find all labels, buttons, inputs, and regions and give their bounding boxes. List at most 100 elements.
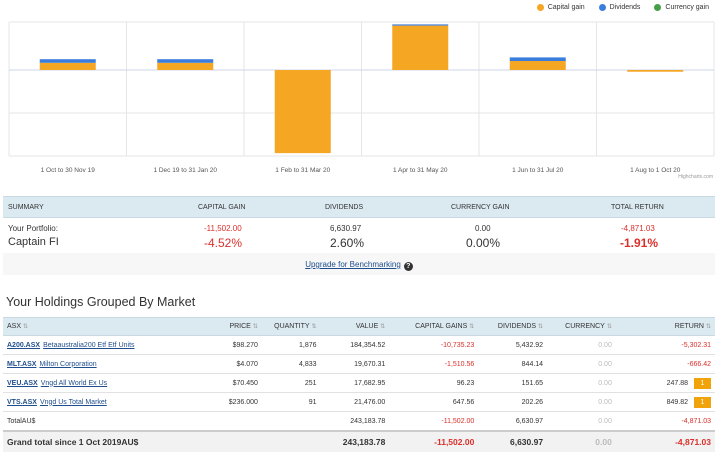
bar-dividends (392, 24, 449, 26)
capital-gains-cell: -1,510.56 (389, 354, 479, 374)
holding-code-link[interactable]: VTS.ASX (7, 398, 37, 406)
total-return-cell: -4,871.03 (615, 411, 715, 432)
summary-body: Your Portfolio: Captain FI -11,502.00 -4… (3, 218, 715, 254)
dividends-cell: 151.65 (478, 373, 548, 393)
price-cell: $98.270 (213, 335, 262, 355)
dividends-value: 6,630.97 (330, 224, 362, 233)
total-return-value: -4,871.03 (621, 224, 655, 233)
holding-name-link[interactable]: Vngd All World Ex Us (40, 379, 108, 387)
capital-gain-pct: -4.52% (204, 236, 243, 250)
grand-total-value-cell: 243,183.78 (320, 431, 390, 452)
upgrade-benchmarking-link[interactable]: Upgrade for Benchmarking (305, 260, 401, 269)
return-value: 247.88 (666, 379, 688, 387)
chart-legend: Capital gain Dividends Currency gain (536, 4, 709, 11)
capital-gains-cell: -10,735.23 (389, 335, 479, 355)
sort-icon: ⇅ (23, 324, 29, 330)
quantity-cell: 91 (261, 392, 321, 412)
currency-gain-dot-icon (654, 4, 662, 11)
summary-header: SUMMARY CAPITAL GAIN DIVIDENDS CURRENCY … (3, 196, 715, 218)
sort-icon: ⇅ (538, 324, 544, 330)
dividends-dot-icon (598, 4, 606, 11)
col-header-capital-gains[interactable]: CAPITAL GAINS ⇅ (389, 317, 479, 336)
holding-name-link[interactable]: Betaaustralia200 Etf Etf Units (43, 341, 135, 349)
total-dividends-cell: 6,630.97 (478, 411, 548, 432)
grand-total-dividends-cell: 6,630.97 (478, 431, 548, 452)
portfolio-label: Your Portfolio: (8, 224, 58, 233)
col-header-market[interactable]: ASX ⇅ (3, 317, 214, 336)
col-header-currency[interactable]: CURRENCY ⇅ (547, 317, 616, 336)
table-row: A200.ASX Betaaustralia200 Etf Etf Units $… (3, 335, 715, 355)
x-tick-label: 1 Apr to 31 May 20 (393, 167, 448, 174)
holding-name-link[interactable]: Vngd Us Total Market (39, 398, 107, 406)
x-tick-label: 1 Feb to 31 Mar 20 (275, 167, 330, 174)
holding-name-link[interactable]: Milton Corporation (39, 360, 97, 368)
col-header-return[interactable]: RETURN ⇅ (615, 317, 715, 336)
dividends-cell: 844.14 (478, 354, 548, 374)
x-tick-label: 1 Aug to 1 Oct 20 (630, 167, 681, 174)
currency-gain-col-header: CURRENCY GAIN (451, 204, 510, 211)
x-tick-label: 1 Dec 19 to 31 Jan 20 (153, 167, 217, 174)
currency-gain-value: 0.00 (475, 224, 491, 233)
holdings-header-row: ASX ⇅ PRICE ⇅ QUANTITY ⇅ VALUE ⇅ CAPITAL GAI… (3, 317, 715, 336)
legend-label: Dividends (609, 4, 641, 11)
chart-canvas: 1 Oct to 30 Nov 19 1 Dec 19 to 31 Jan 20 1… (8, 21, 715, 174)
dividends-cell: 5,432.92 (478, 335, 548, 355)
currency-cell: 0.00 (547, 373, 616, 393)
sort-icon: ⇅ (380, 324, 386, 330)
capital-gains-cell: 96.23 (389, 373, 479, 393)
bar-dividends (39, 59, 96, 63)
table-row: VEU.ASX Vngd All World Ex Us $70.450 251 … (3, 373, 715, 393)
return-value: 849.82 (666, 398, 688, 406)
bar-capital-gain (39, 62, 96, 70)
notification-badge[interactable]: 1 (694, 396, 711, 408)
value-cell: 19,670.31 (320, 354, 390, 374)
summary-panel: SUMMARY CAPITAL GAIN DIVIDENDS CURRENCY … (3, 196, 715, 276)
dividends-cell: 202.26 (478, 392, 548, 412)
currency-cell: 0.00 (547, 354, 616, 374)
capital-gains-cell: 647.56 (389, 392, 479, 412)
quantity-cell: 4,833 (261, 354, 321, 374)
return-cell: -5,302.31 (615, 335, 715, 355)
help-icon[interactable]: ? (403, 262, 413, 271)
bar-dividends (157, 59, 214, 63)
notification-badge[interactable]: 1 (694, 377, 711, 389)
holding-code-link[interactable]: A200.ASX (7, 341, 41, 349)
legend-item-currency-gain[interactable]: Currency gain (654, 4, 709, 11)
bar-capital-gain (627, 70, 684, 72)
value-cell: 17,682.95 (320, 373, 390, 393)
performance-chart: 1 Oct to 30 Nov 19 1 Dec 19 to 31 Jan 20 1… (0, 0, 721, 182)
table-row: VTS.ASX Vngd Us Total Market $236.000 91 … (3, 392, 715, 412)
return-cell: -666.42 (615, 354, 715, 374)
x-tick-label: 1 Oct to 30 Nov 19 (41, 167, 96, 174)
capital-gain-value: -11,502.00 (204, 224, 242, 233)
price-cell: $236.000 (213, 392, 262, 412)
holding-code-link[interactable]: MLT.ASX (7, 360, 37, 368)
col-header-price[interactable]: PRICE ⇅ (213, 317, 262, 336)
legend-item-dividends[interactable]: Dividends (598, 4, 641, 11)
grand-total-row: Grand total since 1 Oct 2019AU$ 243,183.… (3, 431, 715, 452)
col-header-quantity[interactable]: QUANTITY ⇅ (261, 317, 321, 336)
quantity-cell: 251 (261, 373, 321, 393)
capital-gain-dot-icon (536, 4, 544, 11)
bar-capital-gain (509, 61, 566, 70)
holdings-title: Your Holdings Grouped By Market (6, 295, 196, 309)
price-cell: $4.070 (213, 354, 262, 374)
col-header-dividends[interactable]: DIVIDENDS ⇅ (478, 317, 548, 336)
legend-label: Capital gain (547, 4, 585, 11)
currency-cell: 0.00 (547, 392, 616, 412)
x-tick-label: 1 Jun to 31 Jul 20 (512, 167, 564, 174)
bar-capital-gain (274, 70, 331, 154)
sort-icon: ⇅ (606, 324, 612, 330)
legend-label: Currency gain (665, 4, 709, 11)
col-header-value[interactable]: VALUE ⇅ (320, 317, 390, 336)
chart-credits[interactable]: Highcharts.com (678, 174, 713, 180)
total-capital-gains-cell: -11,502.00 (389, 411, 479, 432)
legend-item-capital-gain[interactable]: Capital gain (536, 4, 585, 11)
table-row: MLT.ASX Milton Corporation $4.070 4,833 1… (3, 354, 715, 374)
quantity-cell: 1,876 (261, 335, 321, 355)
total-return-col-header: TOTAL RETURN (611, 204, 664, 211)
holding-code-link[interactable]: VEU.ASX (7, 379, 38, 387)
value-cell: 21,476.00 (320, 392, 390, 412)
total-return-pct: -1.91% (620, 236, 659, 250)
dividends-col-header: DIVIDENDS (325, 204, 364, 211)
